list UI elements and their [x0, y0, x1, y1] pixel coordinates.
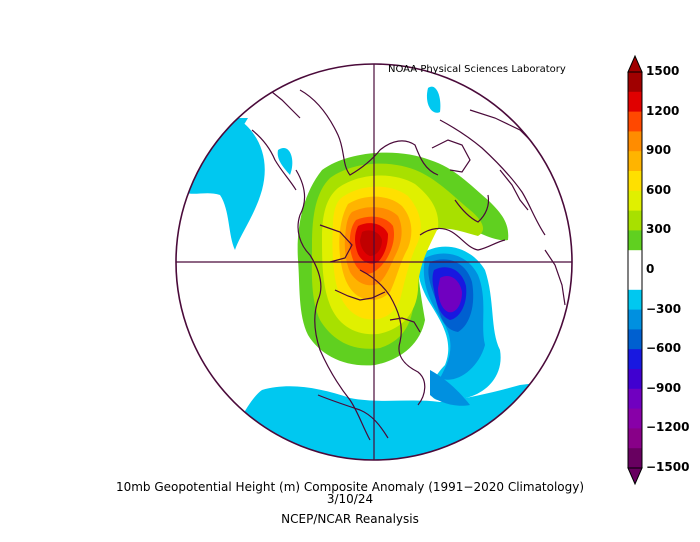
colorbar-tick-label: −1200 — [646, 420, 690, 435]
caption-date: 3/10/24 — [326, 492, 374, 506]
colorbar-swatch — [628, 230, 642, 251]
colorbar-tick-label: 300 — [646, 222, 672, 237]
colorbar-swatch — [628, 428, 642, 449]
colorbar-top-arrow — [627, 54, 643, 73]
colorbar-swatch — [628, 309, 642, 330]
colorbar-swatch — [628, 72, 642, 93]
globe-outline — [175, 63, 573, 461]
colorbar-swatch — [628, 250, 642, 271]
colorbar-swatch — [628, 349, 642, 370]
colorbar-swatch — [628, 388, 642, 410]
neg-anomaly-alaska — [277, 148, 293, 175]
pos-anomaly-core — [360, 230, 382, 256]
colorbar-swatch — [628, 91, 642, 113]
colorbar-tick-label: 1200 — [646, 103, 680, 118]
colorbar-swatch — [628, 329, 642, 350]
neg-anomaly-greenland-sea — [426, 86, 441, 113]
colorbar-swatch — [628, 270, 642, 291]
colorbar-swatch — [628, 289, 642, 311]
colorbar-tick-label: 900 — [646, 143, 672, 158]
colorbar-tick-label: −600 — [646, 341, 682, 356]
colorbar-tick-label: 1500 — [646, 64, 680, 78]
colorbar-swatch — [628, 131, 642, 152]
neg-anomaly-subtropics-strip — [430, 370, 470, 406]
colorbar-tick-label: 600 — [646, 182, 672, 197]
colorbar-tick-label: −900 — [646, 380, 682, 395]
colorbar-swatch — [628, 111, 642, 132]
neg-anomaly-atlantic-core — [438, 275, 462, 313]
colorbar-swatch — [628, 190, 642, 212]
neg-anomaly-northwest — [210, 118, 248, 160]
colorbar-tick-label: −300 — [646, 301, 682, 316]
colorbar-outline — [627, 71, 643, 469]
credit-label: NOAA Physical Sciences Laboratory — [388, 64, 566, 75]
caption-source: NCEP/NCAR Reanalysis — [281, 512, 419, 526]
colorbar-tick-label: 0 — [646, 262, 655, 276]
colorbar-swatch — [628, 210, 642, 231]
neg-anomaly-tropics — [200, 380, 560, 460]
colorbar-swatch — [628, 408, 642, 429]
caption-title: 10mb Geopotential Height (m) Composite A… — [115, 480, 585, 494]
colorbar-swatch — [628, 448, 642, 469]
colorbar-swatch — [628, 151, 642, 172]
colorbar-swatch — [628, 171, 642, 192]
colorbar — [627, 54, 643, 486]
colorbar-tick-label: −1500 — [646, 460, 690, 474]
colorbar-swatch — [628, 369, 642, 390]
